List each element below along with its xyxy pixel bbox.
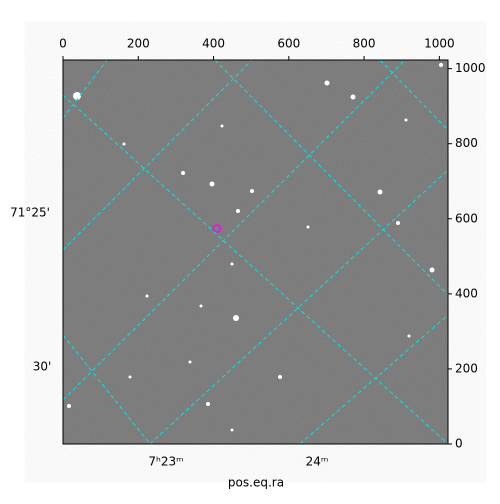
x-tick-label: 600 — [277, 37, 300, 51]
wcs-grid — [63, 60, 448, 444]
x-tick-label: 800 — [353, 37, 376, 51]
ra-label: 24ᵐ — [306, 455, 329, 469]
y-tick-label: 600 — [455, 211, 478, 225]
frame — [62, 59, 449, 445]
target-marker — [212, 224, 222, 233]
dec-label: 71°25' — [10, 206, 50, 220]
x-tick-label: 0 — [59, 37, 67, 51]
ra-label: 7ʰ23ᵐ — [148, 455, 183, 469]
x-tick-label: 200 — [127, 37, 150, 51]
sky-image — [63, 60, 448, 444]
stars — [67, 63, 443, 432]
y-tick-label: 800 — [455, 136, 478, 150]
x-tick-label: 1000 — [424, 37, 455, 51]
y-tick-label: 1000 — [455, 61, 486, 75]
y-tick-label: 0 — [455, 437, 463, 451]
dec-label: 30' — [33, 360, 52, 374]
x-axis-label: pos.eq.ra — [228, 476, 284, 490]
y-tick-label: 200 — [455, 361, 478, 375]
y-tick-label: 400 — [455, 286, 478, 300]
x-tick-label: 400 — [202, 37, 225, 51]
